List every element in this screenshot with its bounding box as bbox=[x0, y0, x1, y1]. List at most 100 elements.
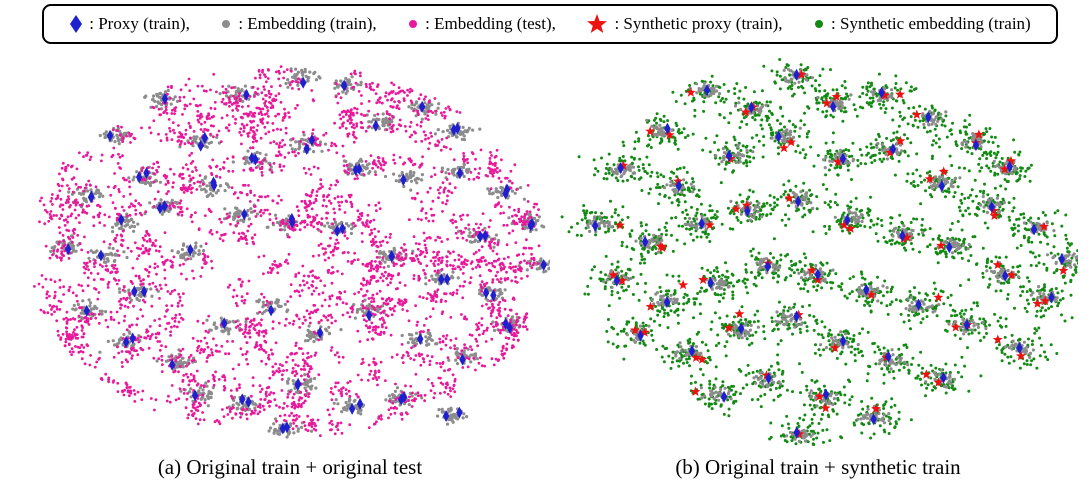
embedding-test-point bbox=[209, 89, 212, 92]
embedding-test-point bbox=[280, 169, 283, 172]
embedding-test-point bbox=[271, 352, 274, 355]
embedding-test-point bbox=[77, 186, 80, 189]
embedding-test-point bbox=[228, 215, 231, 218]
embedding-test-point bbox=[517, 208, 520, 211]
embedding-test-point bbox=[227, 352, 230, 355]
embedding-train-point bbox=[478, 128, 481, 131]
embedding-test-point bbox=[346, 237, 349, 240]
embedding-test-point bbox=[76, 234, 79, 237]
embedding-test-point bbox=[424, 272, 427, 275]
embedding-test-point bbox=[59, 256, 62, 259]
embedding-test-point bbox=[265, 395, 268, 398]
embedding-test-point bbox=[473, 178, 476, 181]
embedding-test-point bbox=[419, 254, 422, 257]
embedding-test-point bbox=[221, 408, 224, 411]
embedding-test-point bbox=[471, 268, 474, 271]
embedding-test-point bbox=[357, 216, 360, 219]
embedding-test-point bbox=[405, 253, 408, 256]
embedding-test-point bbox=[315, 137, 318, 140]
embedding-test-point bbox=[414, 132, 417, 135]
embedding-test-point bbox=[90, 156, 93, 159]
embedding-test-point bbox=[445, 263, 448, 266]
embedding-test-point bbox=[257, 405, 260, 408]
embedding-test-point bbox=[79, 204, 82, 207]
embedding-test-point bbox=[408, 91, 411, 94]
embedding-test-point bbox=[268, 302, 271, 305]
embedding-test-point bbox=[427, 118, 430, 121]
embedding-test-point bbox=[319, 178, 322, 181]
embedding-train-point bbox=[320, 150, 323, 153]
embedding-train-point bbox=[177, 251, 180, 254]
embedding-test-point bbox=[199, 405, 202, 408]
embedding-test-point bbox=[216, 134, 219, 137]
embedding-train-point bbox=[208, 142, 211, 145]
embedding-test-point bbox=[397, 272, 400, 275]
embedding-test-point bbox=[318, 293, 321, 296]
embedding-test-point bbox=[171, 109, 174, 112]
embedding-train-point bbox=[161, 213, 164, 216]
embedding-test-point bbox=[316, 308, 319, 311]
embedding-test-point bbox=[279, 128, 282, 131]
embedding-test-point bbox=[447, 105, 450, 108]
embedding-test-point bbox=[215, 91, 218, 94]
embedding-train-point bbox=[409, 189, 412, 192]
embedding-test-point bbox=[406, 351, 409, 354]
embedding-train-point bbox=[396, 386, 399, 389]
embedding-train-point bbox=[444, 171, 447, 174]
embedding-train-point bbox=[471, 129, 474, 132]
embedding-test-point bbox=[166, 290, 169, 293]
embedding-train-point bbox=[198, 249, 201, 252]
embedding-test-point bbox=[386, 241, 389, 244]
embedding-test-point bbox=[420, 394, 423, 397]
embedding-test-point bbox=[160, 287, 163, 290]
embedding-test-point bbox=[250, 121, 253, 124]
embedding-test-point bbox=[277, 195, 280, 198]
embedding-test-point bbox=[157, 333, 160, 336]
embedding-test-point bbox=[298, 404, 301, 407]
embedding-test-point bbox=[193, 377, 196, 380]
embedding-test-point bbox=[302, 280, 305, 283]
embedding-test-point bbox=[268, 354, 271, 357]
embedding-test-point bbox=[499, 332, 502, 335]
embedding-test-point bbox=[249, 336, 252, 339]
embedding-train-point bbox=[437, 408, 440, 411]
embedding-test-point bbox=[57, 330, 60, 333]
embedding-train-point bbox=[318, 76, 321, 79]
embedding-train-point bbox=[452, 168, 455, 171]
embedding-test-point bbox=[315, 214, 318, 217]
embedding-test-point bbox=[238, 383, 241, 386]
embedding-test-point bbox=[267, 195, 270, 198]
diamond-icon bbox=[69, 14, 83, 34]
embedding-test-point bbox=[368, 100, 371, 103]
embedding-test-point bbox=[445, 386, 448, 389]
embedding-test-point bbox=[387, 417, 390, 420]
embedding-test-point bbox=[362, 300, 365, 303]
embedding-test-point bbox=[490, 187, 493, 190]
embedding-test-point bbox=[205, 360, 208, 363]
embedding-test-point bbox=[358, 90, 361, 93]
embedding-test-point bbox=[219, 237, 222, 240]
embedding-test-point bbox=[171, 202, 174, 205]
embedding-test-point bbox=[376, 113, 379, 116]
embedding-test-point bbox=[284, 324, 287, 327]
embedding-train-point bbox=[451, 276, 454, 279]
embedding-test-point bbox=[66, 184, 69, 187]
embedding-test-point bbox=[334, 320, 337, 323]
embedding-test-point bbox=[477, 176, 480, 179]
legend-label: : Proxy (train), bbox=[89, 14, 190, 34]
embedding-test-point bbox=[293, 393, 296, 396]
embedding-train-point bbox=[204, 381, 207, 384]
embedding-test-point bbox=[123, 315, 126, 318]
embedding-train-point bbox=[309, 386, 312, 389]
embedding-test-point bbox=[45, 297, 48, 300]
embedding-test-point bbox=[411, 101, 414, 104]
embedding-test-point bbox=[260, 360, 263, 363]
embedding-test-point bbox=[309, 322, 312, 325]
embedding-test-point bbox=[533, 203, 536, 206]
embedding-test-point bbox=[427, 147, 430, 150]
embedding-test-point bbox=[265, 94, 268, 97]
embedding-train-point bbox=[309, 378, 312, 381]
embedding-train-point bbox=[310, 430, 313, 433]
embedding-test-point bbox=[512, 297, 515, 300]
embedding-test-point bbox=[372, 162, 375, 165]
